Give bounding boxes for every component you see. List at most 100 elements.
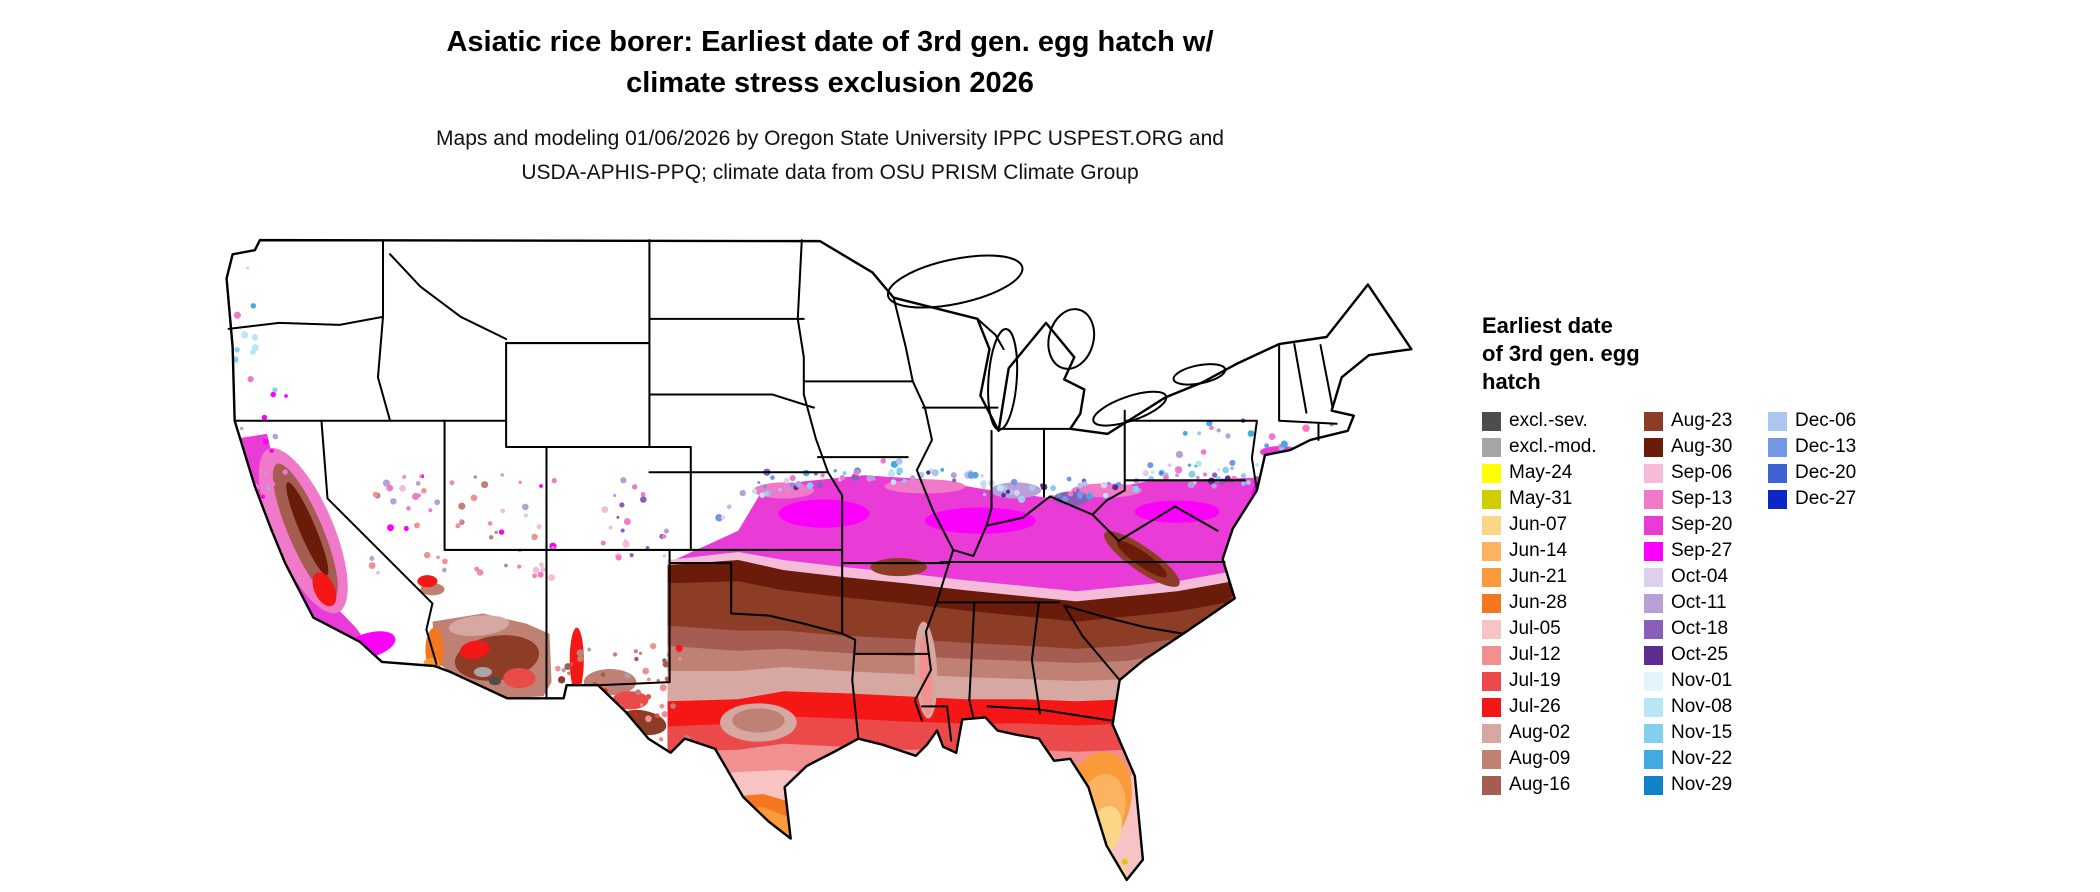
legend-swatch-oct18 <box>1644 619 1663 639</box>
speckle <box>833 469 837 473</box>
legend-label-jul26: Jul-26 <box>1509 696 1561 717</box>
speckle <box>1346 443 1353 450</box>
speckle <box>612 652 618 657</box>
speckle <box>555 665 561 672</box>
speckle <box>261 414 268 421</box>
speckle <box>980 480 987 487</box>
speckle <box>739 489 746 497</box>
header: Asiatic rice borer: Earliest date of 3rd… <box>0 22 1660 190</box>
speckle <box>390 498 397 505</box>
speckle <box>902 478 907 484</box>
speckle <box>1315 456 1322 464</box>
speckle <box>1302 424 1310 432</box>
speckle <box>638 651 643 655</box>
speckle <box>1132 485 1140 493</box>
speckle <box>1203 472 1208 477</box>
legend-title-line-1: Earliest date <box>1482 313 1613 338</box>
patch-sep27-ohio-valley <box>924 507 1036 534</box>
speckle <box>778 487 782 492</box>
speckle <box>1159 471 1164 475</box>
map-fill-layers <box>226 240 1412 880</box>
legend-label-aug23: Aug-23 <box>1671 410 1733 431</box>
legend-swatch-jun14 <box>1482 541 1501 561</box>
legend-item-jul19: Jul-19 <box>1482 668 1644 694</box>
legend-item-aug30: Aug-30 <box>1644 434 1768 460</box>
patch-jul19-new-mexico <box>612 691 649 710</box>
legend-swatch-may24 <box>1482 463 1501 483</box>
legend-swatch-aug16 <box>1482 775 1501 795</box>
speckle <box>880 458 887 464</box>
legend-label-nov29: Nov-29 <box>1671 774 1733 795</box>
patch-jul26-phoenix <box>459 640 490 660</box>
speckle <box>282 469 288 475</box>
speckle <box>583 705 589 711</box>
speckle <box>449 480 455 486</box>
legend-swatch-oct11 <box>1644 593 1663 613</box>
legend-item-sep06: Sep-06 <box>1644 460 1768 486</box>
speckle <box>455 523 461 529</box>
speckle <box>1269 470 1276 477</box>
patch-excl-sev-arizona <box>488 677 502 686</box>
legend-item-may24: May-24 <box>1482 460 1644 486</box>
speckle <box>661 534 667 539</box>
band-jun28 <box>667 794 865 880</box>
speckle <box>1200 449 1207 455</box>
band-jul05 <box>667 751 1299 880</box>
legend-swatch-oct04 <box>1644 567 1663 587</box>
legend-item-jun07: Jun-07 <box>1482 512 1644 538</box>
speckle <box>670 703 676 709</box>
legend-column-1: excl.-sev. excl.-mod. May-24 May-31 Jun-07 Ju… <box>1482 408 1644 798</box>
speckle <box>1349 435 1356 442</box>
subtitle-line-1: Maps and modeling 01/06/2026 by Oregon S… <box>436 127 1224 150</box>
speckle <box>1197 431 1202 436</box>
speckle <box>1344 483 1349 487</box>
legend-swatch-jul05 <box>1482 619 1501 639</box>
speckle <box>264 471 268 476</box>
speckle <box>470 494 478 502</box>
speckle <box>1005 489 1011 494</box>
speckle <box>1216 428 1221 433</box>
legend-label-oct11: Oct-11 <box>1671 592 1727 613</box>
patch-jul26-rio-grande <box>569 627 584 693</box>
speckle <box>1292 457 1300 464</box>
legend-label-may24: May-24 <box>1509 462 1573 483</box>
speckle <box>1028 484 1036 491</box>
speckle <box>270 391 276 398</box>
legend-label-aug16: Aug-16 <box>1509 774 1571 795</box>
speckle <box>1167 463 1172 468</box>
speckle <box>640 491 646 497</box>
title-line-2: climate stress exclusion 2026 <box>626 67 1034 99</box>
patch-sep27-plains <box>778 499 870 528</box>
legend-label-oct25: Oct-25 <box>1671 644 1729 665</box>
speckle <box>577 655 584 662</box>
speckle <box>251 334 259 341</box>
legend-item-jun28: Jun-28 <box>1482 590 1644 616</box>
speckle <box>521 503 529 511</box>
patch-sep27-delmarva <box>1250 480 1276 517</box>
speckle <box>402 474 407 479</box>
speckle <box>785 487 789 492</box>
speckle <box>1266 483 1271 488</box>
legend-item-jul26: Jul-26 <box>1482 694 1644 720</box>
speckle <box>1163 474 1169 481</box>
speckle <box>412 492 420 500</box>
speckle <box>262 438 269 445</box>
legend-label-dec13: Dec-13 <box>1795 436 1857 457</box>
speckle <box>536 524 542 530</box>
patch-excl-mod-arizona <box>473 666 492 678</box>
speckle <box>474 566 479 572</box>
speckle <box>678 656 682 661</box>
legend-swatch-dec06 <box>1768 411 1787 431</box>
speckle <box>839 474 846 481</box>
legend-label-jul19: Jul-19 <box>1509 670 1561 691</box>
speckle <box>558 706 562 711</box>
speckle <box>659 684 667 692</box>
patch-jul19-tucson <box>503 668 536 689</box>
speckle <box>260 494 266 499</box>
speckle <box>600 672 606 678</box>
speckle <box>950 472 957 479</box>
legend-swatch-sep27 <box>1644 541 1663 561</box>
speckle <box>633 649 638 654</box>
legend-item-aug16: Aug-16 <box>1482 772 1644 798</box>
speckle <box>551 477 557 484</box>
